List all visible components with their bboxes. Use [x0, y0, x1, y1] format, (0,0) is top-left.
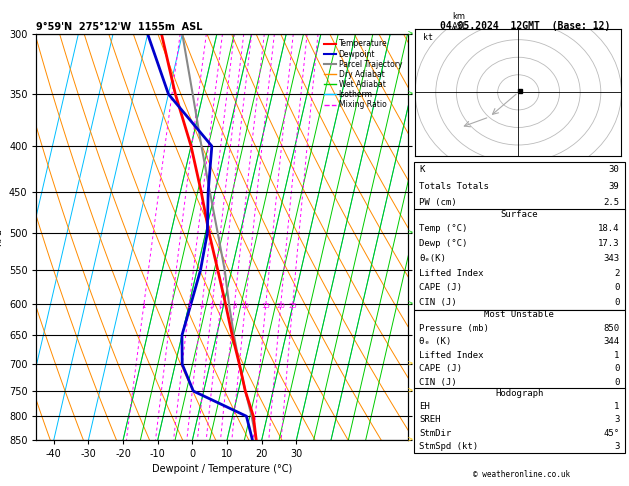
Text: 15: 15	[261, 303, 270, 309]
Text: 344: 344	[603, 337, 620, 346]
Text: 3: 3	[614, 416, 620, 424]
Text: 5: 5	[210, 303, 214, 309]
Text: 17.3: 17.3	[598, 239, 620, 248]
Text: >: >	[408, 360, 413, 369]
Text: CIN (J): CIN (J)	[419, 298, 457, 307]
Text: θₑ(K): θₑ(K)	[419, 254, 446, 263]
Text: 1: 1	[614, 350, 620, 360]
Text: 18.4: 18.4	[598, 224, 620, 233]
Text: 2.5: 2.5	[603, 198, 620, 207]
Text: SREH: SREH	[419, 416, 440, 424]
Text: 8: 8	[232, 303, 237, 309]
Text: >: >	[408, 386, 413, 396]
Y-axis label: hPa: hPa	[0, 228, 3, 246]
Text: >: >	[408, 89, 413, 99]
Text: 30: 30	[609, 165, 620, 174]
Y-axis label: Mixing Ratio (g/kg): Mixing Ratio (g/kg)	[437, 197, 446, 277]
Text: 1: 1	[614, 402, 620, 411]
Text: PW (cm): PW (cm)	[419, 198, 457, 207]
Text: Totals Totals: Totals Totals	[419, 182, 489, 191]
Text: 2: 2	[170, 303, 174, 309]
Text: >: >	[408, 435, 413, 444]
Text: kt: kt	[423, 33, 433, 42]
Text: 0: 0	[614, 298, 620, 307]
Text: θₑ (K): θₑ (K)	[419, 337, 451, 346]
Text: 0: 0	[614, 283, 620, 293]
Text: 0: 0	[614, 364, 620, 373]
Text: Most Unstable: Most Unstable	[484, 311, 554, 319]
X-axis label: Dewpoint / Temperature (°C): Dewpoint / Temperature (°C)	[152, 465, 292, 474]
Text: CIN (J): CIN (J)	[419, 378, 457, 386]
Text: StmSpd (kt): StmSpd (kt)	[419, 442, 478, 451]
Text: Hodograph: Hodograph	[495, 389, 543, 398]
Text: >: >	[408, 299, 413, 309]
Text: Pressure (mb): Pressure (mb)	[419, 324, 489, 332]
Text: 9°59'N  275°12'W  1155m  ASL: 9°59'N 275°12'W 1155m ASL	[36, 22, 203, 32]
Text: 0: 0	[614, 378, 620, 386]
Text: 4: 4	[200, 303, 204, 309]
Text: 2: 2	[614, 268, 620, 278]
Text: 3: 3	[614, 442, 620, 451]
Text: StmDir: StmDir	[419, 429, 451, 437]
Text: 25: 25	[288, 303, 297, 309]
Text: 04.05.2024  12GMT  (Base: 12): 04.05.2024 12GMT (Base: 12)	[440, 21, 610, 31]
Text: 20: 20	[276, 303, 285, 309]
Text: K: K	[419, 165, 425, 174]
Text: Dewp (°C): Dewp (°C)	[419, 239, 467, 248]
Text: 850: 850	[603, 324, 620, 332]
Text: >: >	[408, 30, 413, 38]
Text: 45°: 45°	[603, 429, 620, 437]
Text: Lifted Index: Lifted Index	[419, 350, 484, 360]
Text: Lifted Index: Lifted Index	[419, 268, 484, 278]
Text: 10: 10	[241, 303, 250, 309]
Text: km
ASL: km ASL	[452, 12, 467, 31]
Text: 3: 3	[187, 303, 191, 309]
Text: CAPE (J): CAPE (J)	[419, 364, 462, 373]
Text: CAPE (J): CAPE (J)	[419, 283, 462, 293]
Text: 6: 6	[218, 303, 223, 309]
Legend: Temperature, Dewpoint, Parcel Trajectory, Dry Adiabat, Wet Adiabat, Isotherm, Mi: Temperature, Dewpoint, Parcel Trajectory…	[323, 38, 404, 111]
Text: Temp (°C): Temp (°C)	[419, 224, 467, 233]
Text: Surface: Surface	[501, 210, 538, 219]
Text: >: >	[408, 228, 413, 238]
Text: EH: EH	[419, 402, 430, 411]
Text: 39: 39	[609, 182, 620, 191]
Text: © weatheronline.co.uk: © weatheronline.co.uk	[473, 470, 570, 479]
Text: 1: 1	[142, 303, 146, 309]
Text: 343: 343	[603, 254, 620, 263]
